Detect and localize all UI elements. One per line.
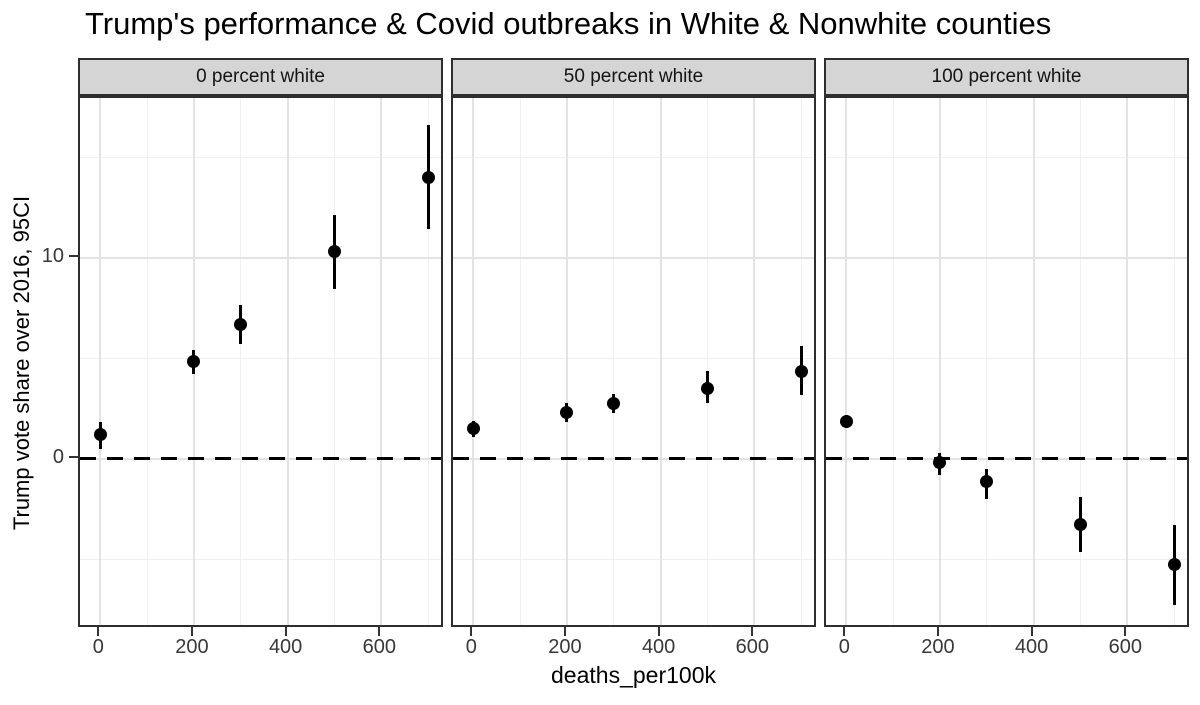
facet-strip-label: 0 percent white bbox=[196, 66, 325, 87]
x-axis-tick-label: 200 bbox=[921, 636, 955, 658]
y-axis-title: Trump vote share over 2016, 95CI bbox=[9, 195, 34, 531]
gridline-y-major bbox=[453, 256, 814, 259]
gridline-x-minor bbox=[613, 98, 615, 625]
x-axis-tick bbox=[936, 627, 939, 636]
data-point bbox=[933, 456, 947, 470]
gridline-y-minor bbox=[453, 156, 814, 158]
data-point bbox=[466, 422, 480, 436]
gridline-x-major bbox=[753, 98, 756, 625]
gridline-x-minor bbox=[706, 98, 708, 625]
x-axis-tick bbox=[470, 627, 473, 636]
data-point bbox=[794, 364, 808, 378]
y-axis-tick-label: 10 bbox=[41, 244, 64, 267]
x-axis-tick-label: 600 bbox=[1108, 636, 1142, 658]
x-axis-tick-label: 400 bbox=[641, 636, 676, 658]
x-axis-tick bbox=[657, 627, 660, 636]
gridline-y-minor bbox=[826, 156, 1187, 158]
data-point bbox=[234, 318, 248, 332]
x-axis-tick-label: 200 bbox=[548, 636, 582, 658]
facet-strip-label: 50 percent white bbox=[563, 66, 704, 87]
gridline-x-minor bbox=[146, 98, 148, 625]
x-axis-tick bbox=[378, 627, 381, 636]
gridline-x-minor bbox=[240, 98, 242, 625]
gridline-y-minor bbox=[453, 357, 814, 359]
x-axis-tick-label: 600 bbox=[735, 636, 769, 658]
x-axis-tick bbox=[284, 627, 287, 636]
gridline-x-major bbox=[99, 98, 102, 625]
gridline-x-minor bbox=[427, 98, 429, 625]
zero-reference-line bbox=[453, 457, 814, 461]
data-point bbox=[607, 396, 621, 410]
data-point bbox=[560, 405, 574, 419]
x-axis-tick bbox=[1030, 627, 1033, 636]
x-axis-tick-label: 400 bbox=[268, 636, 303, 658]
gridline-y-major bbox=[80, 256, 441, 259]
gridline-x-minor bbox=[986, 98, 988, 625]
plot-panel bbox=[78, 96, 443, 627]
gridline-x-major bbox=[380, 98, 383, 625]
x-axis-tick bbox=[751, 627, 754, 636]
data-point bbox=[700, 381, 714, 395]
x-axis-tick-label: 0 bbox=[838, 636, 850, 658]
data-point bbox=[187, 354, 201, 368]
x-axis-tick bbox=[843, 627, 846, 636]
gridline-x-major bbox=[938, 98, 941, 625]
gridline-x-major bbox=[286, 98, 289, 625]
gridline-x-minor bbox=[892, 98, 894, 625]
gridline-y-minor bbox=[80, 357, 441, 359]
x-axis-title: deaths_per100k bbox=[551, 662, 716, 688]
plot-panel bbox=[824, 96, 1189, 627]
facet-strip-100-percent-white: 100 percent white bbox=[824, 58, 1189, 96]
gridline-x-major bbox=[1126, 98, 1129, 625]
data-point bbox=[421, 170, 435, 184]
facet-strip-50-percent-white: 50 percent white bbox=[451, 58, 816, 96]
data-point bbox=[980, 475, 994, 489]
zero-reference-line bbox=[80, 457, 441, 461]
gridline-x-minor bbox=[333, 98, 335, 625]
facet-strip-0-percent-white: 0 percent white bbox=[78, 58, 443, 96]
gridline-x-major bbox=[472, 98, 475, 625]
x-axis-tick-label: 0 bbox=[465, 636, 477, 658]
y-axis-tick bbox=[69, 455, 78, 458]
gridline-x-major bbox=[565, 98, 568, 625]
data-point bbox=[1167, 557, 1181, 571]
x-axis-tick-label: 200 bbox=[175, 636, 209, 658]
gridline-x-minor bbox=[519, 98, 521, 625]
facet-strip-label: 100 percent white bbox=[931, 66, 1082, 87]
x-axis-tick-label: 400 bbox=[1014, 636, 1049, 658]
data-point bbox=[839, 415, 853, 428]
plot-panel bbox=[451, 96, 816, 627]
zero-reference-line bbox=[826, 457, 1187, 461]
x-axis-tick bbox=[190, 627, 193, 636]
x-axis-tick-label: 600 bbox=[362, 636, 396, 658]
y-axis-tick bbox=[69, 254, 78, 257]
x-axis-tick-label: 0 bbox=[92, 636, 104, 658]
x-axis-tick bbox=[563, 627, 566, 636]
x-axis-tick bbox=[1124, 627, 1127, 636]
y-axis-tick-label: 0 bbox=[52, 445, 64, 468]
data-point bbox=[1073, 517, 1087, 531]
data-point bbox=[327, 245, 341, 259]
gridline-x-major bbox=[845, 98, 848, 625]
gridline-y-minor bbox=[826, 357, 1187, 359]
gridline-y-minor bbox=[80, 558, 441, 560]
x-axis-tick bbox=[97, 627, 100, 636]
gridline-y-minor bbox=[826, 558, 1187, 560]
data-point bbox=[93, 428, 107, 442]
gridline-y-minor bbox=[80, 156, 441, 158]
gridline-y-major bbox=[826, 256, 1187, 259]
chart-title: Trump's performance & Covid outbreaks in… bbox=[85, 6, 1052, 41]
gridline-x-minor bbox=[1079, 98, 1081, 625]
gridline-y-minor bbox=[453, 558, 814, 560]
gridline-x-major bbox=[1032, 98, 1035, 625]
gridline-x-major bbox=[659, 98, 662, 625]
gridline-x-minor bbox=[1173, 98, 1175, 625]
